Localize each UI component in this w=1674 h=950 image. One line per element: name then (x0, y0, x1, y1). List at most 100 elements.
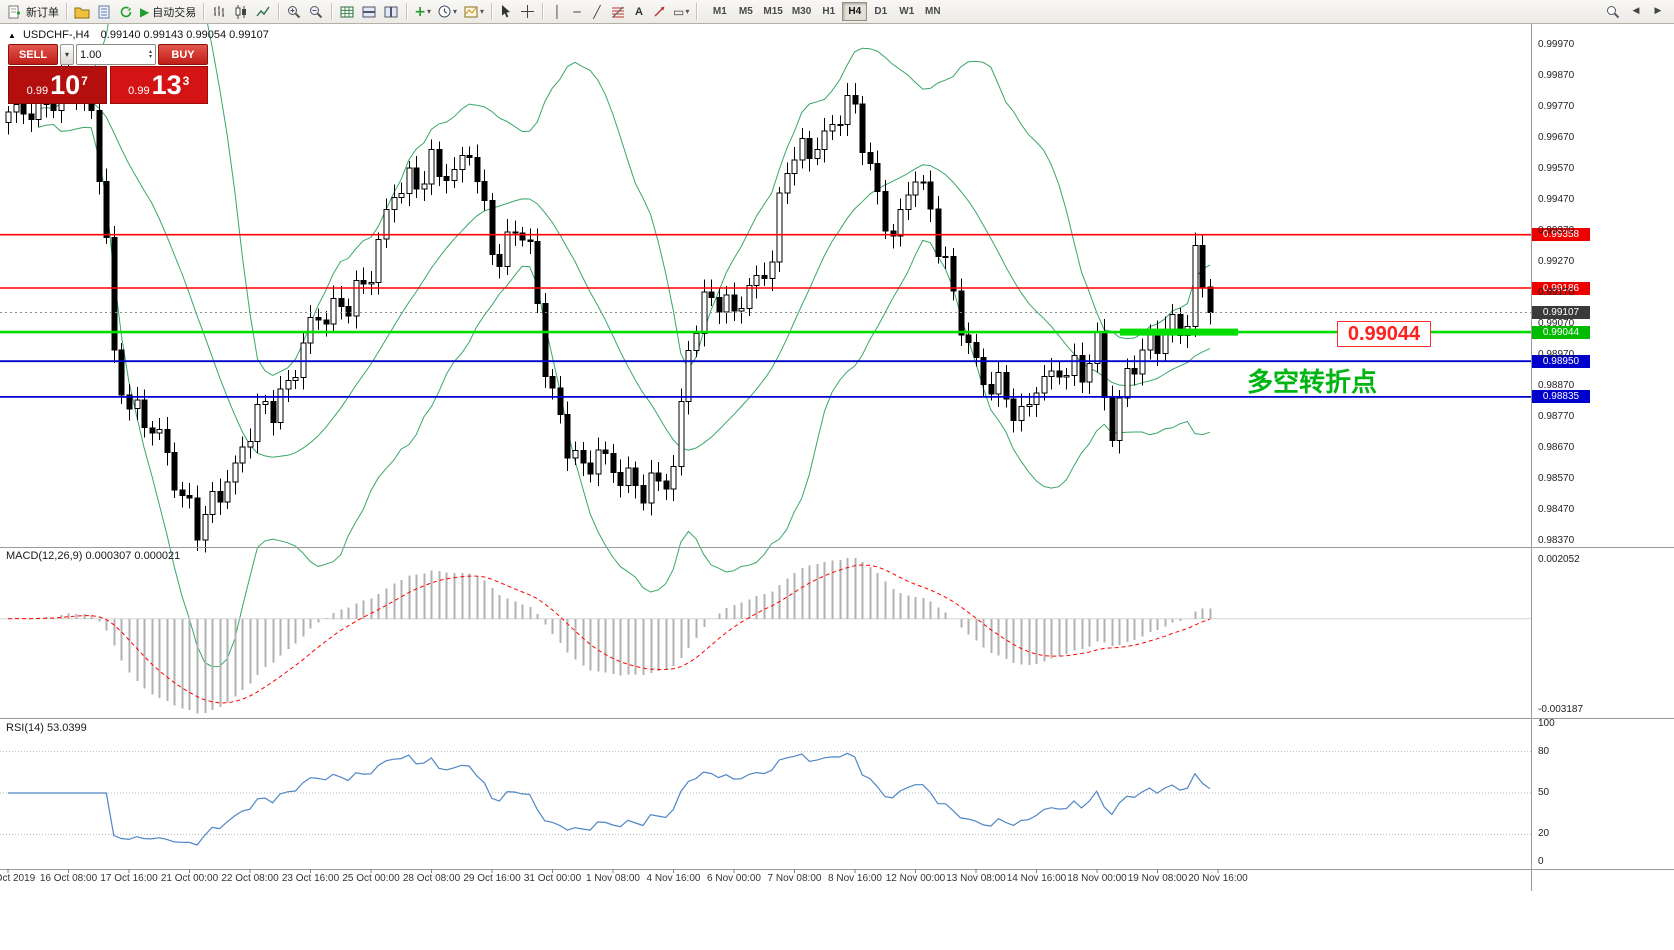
refresh-icon (120, 6, 132, 17)
shapes-button[interactable]: ▭ ▾ (670, 2, 692, 22)
sell-button[interactable]: SELL (8, 44, 58, 65)
buy-button[interactable]: BUY (158, 44, 208, 65)
tile-horizontal-icon (362, 6, 376, 17)
cascade-windows-button[interactable] (380, 2, 402, 22)
timeframe-button-h4[interactable]: H4 (842, 2, 868, 21)
symbol-header: ▲ USDCHF-,H4 0.99140 0.99143 0.99054 0.9… (8, 29, 269, 41)
tile-windows-button[interactable] (358, 2, 380, 22)
next-chart-button[interactable]: ▶ (1654, 6, 1662, 16)
chevron-down-icon: ▾ (685, 7, 690, 16)
toolbar-separator (203, 3, 205, 20)
turning-point-label: 多空转折点 (1247, 367, 1378, 397)
timeframe-button-m1[interactable]: M1 (712, 6, 727, 17)
chevron-down-icon: ▾ (64, 50, 69, 59)
sell-price-panel[interactable]: 0.99 10 7 (8, 66, 107, 104)
buy-price-panel[interactable]: 0.99 13 3 (109, 66, 208, 104)
timeframe-button-h1[interactable]: H1 (822, 6, 836, 17)
toolbar-separator (696, 3, 698, 20)
buy-price-small: 0.99 (128, 85, 150, 97)
symbol-name: USDCHF-,H4 (22, 29, 90, 41)
autotrading-label: 自动交易 (152, 6, 197, 19)
price-callout: 0.99044 (1337, 321, 1431, 347)
toolbar-separator (331, 3, 333, 20)
toolbar-separator (542, 3, 544, 20)
toolbar-separator (491, 3, 493, 20)
timeframe-button-d1[interactable]: D1 (874, 6, 888, 17)
template-icon (464, 6, 478, 17)
bar-chart-button[interactable] (208, 2, 230, 22)
volume-stepper[interactable]: ▴ ▾ (148, 48, 152, 60)
new-order-button[interactable]: 新订单 (4, 2, 62, 22)
shapes-icon: ▭ (673, 4, 685, 19)
periods-button[interactable]: ▾ (434, 2, 460, 22)
document-icon (98, 5, 110, 18)
ohlc-values: 0.99140 0.99143 0.99054 0.99107 (100, 29, 269, 41)
buy-price-sup: 3 (182, 74, 190, 88)
horizontal-line-button[interactable]: ─ (573, 4, 581, 19)
volume-input[interactable]: 1.00 ▴ ▾ (76, 44, 156, 65)
fibonacci-button[interactable] (607, 2, 629, 22)
symbol-marker-icon: ▲ (8, 31, 16, 40)
navigator-button[interactable] (115, 2, 137, 22)
crosshair-button[interactable] (517, 2, 538, 22)
stepper-up-icon: ▴ (148, 48, 152, 55)
timeframe-button-m30[interactable]: M30 (791, 6, 812, 17)
trendline-button[interactable]: ╱ (593, 4, 601, 19)
indicators-plus-icon: + (414, 3, 426, 20)
data-window-button[interactable] (93, 2, 115, 22)
bar-chart-icon (214, 5, 225, 17)
stepper-down-icon: ▾ (148, 53, 152, 60)
indicators-button[interactable]: + ▾ (411, 2, 434, 22)
candlestick-button[interactable] (230, 2, 252, 22)
timeframe-button-w1[interactable]: W1 (899, 6, 915, 17)
candlestick-icon (235, 4, 247, 19)
arrow-tool-button[interactable] (649, 2, 670, 22)
zoom-out-button[interactable] (305, 2, 327, 22)
toolbar-separator (406, 3, 408, 20)
templates-button[interactable]: ▾ (460, 2, 487, 22)
buy-price-big: 13 (151, 70, 182, 100)
chevron-down-icon: ▾ (426, 7, 431, 16)
toolbar-right-cluster: ◀ ▶ (1602, 2, 1670, 22)
timeframe-toolbar: M1 M5 M15 M30 H1 H4 D1 W1 MN (707, 2, 945, 21)
volume-value: 1.00 (80, 48, 102, 61)
market-watch-button[interactable] (71, 2, 93, 22)
timeframe-button-m5[interactable]: M5 (738, 6, 753, 17)
chevron-down-icon: ▾ (480, 7, 485, 16)
search-icon (1607, 5, 1620, 18)
new-order-label: 新订单 (26, 6, 59, 19)
volume-dropdown-button[interactable]: ▾ (60, 44, 74, 65)
timeframe-button-m15[interactable]: M15 (763, 6, 783, 17)
sell-price-big: 10 (50, 70, 81, 100)
cursor-icon (502, 5, 511, 18)
zoom-out-icon (310, 5, 323, 18)
rsi-label: RSI(14) 53.0399 (6, 722, 87, 734)
clock-icon (438, 5, 451, 18)
arrow-icon (654, 6, 665, 17)
zoom-in-button[interactable] (283, 2, 305, 22)
toolbar-separator (66, 3, 67, 20)
toolbar-separator (278, 3, 280, 20)
line-chart-icon (256, 6, 270, 16)
text-tool-button[interactable]: A (635, 5, 643, 18)
grid-icon (340, 6, 354, 17)
vertical-line-button[interactable]: │ (553, 4, 561, 19)
timeframe-button-mn[interactable]: MN (925, 6, 941, 17)
prev-chart-button[interactable]: ◀ (1632, 6, 1640, 16)
zoom-in-icon (288, 5, 301, 18)
play-icon: ▶ (140, 4, 150, 19)
autotrading-button[interactable]: ▶ 自动交易 (137, 2, 199, 22)
macd-label: MACD(12,26,9) 0.000307 0.000021 (6, 550, 181, 562)
sell-price-sup: 7 (81, 74, 88, 88)
search-button[interactable] (1602, 2, 1624, 22)
fibonacci-icon (612, 6, 625, 17)
new-order-icon (8, 5, 20, 18)
one-click-trading-panel: SELL ▾ 1.00 ▴ ▾ BUY 0.99 10 7 0.99 13 (8, 44, 208, 104)
grid-toggle-button[interactable] (336, 2, 358, 22)
main-toolbar: 新订单 ▶ 自动交易 (0, 0, 1674, 24)
cursor-button[interactable] (496, 2, 517, 22)
line-chart-button[interactable] (252, 2, 274, 22)
sell-price-small: 0.99 (26, 85, 49, 97)
